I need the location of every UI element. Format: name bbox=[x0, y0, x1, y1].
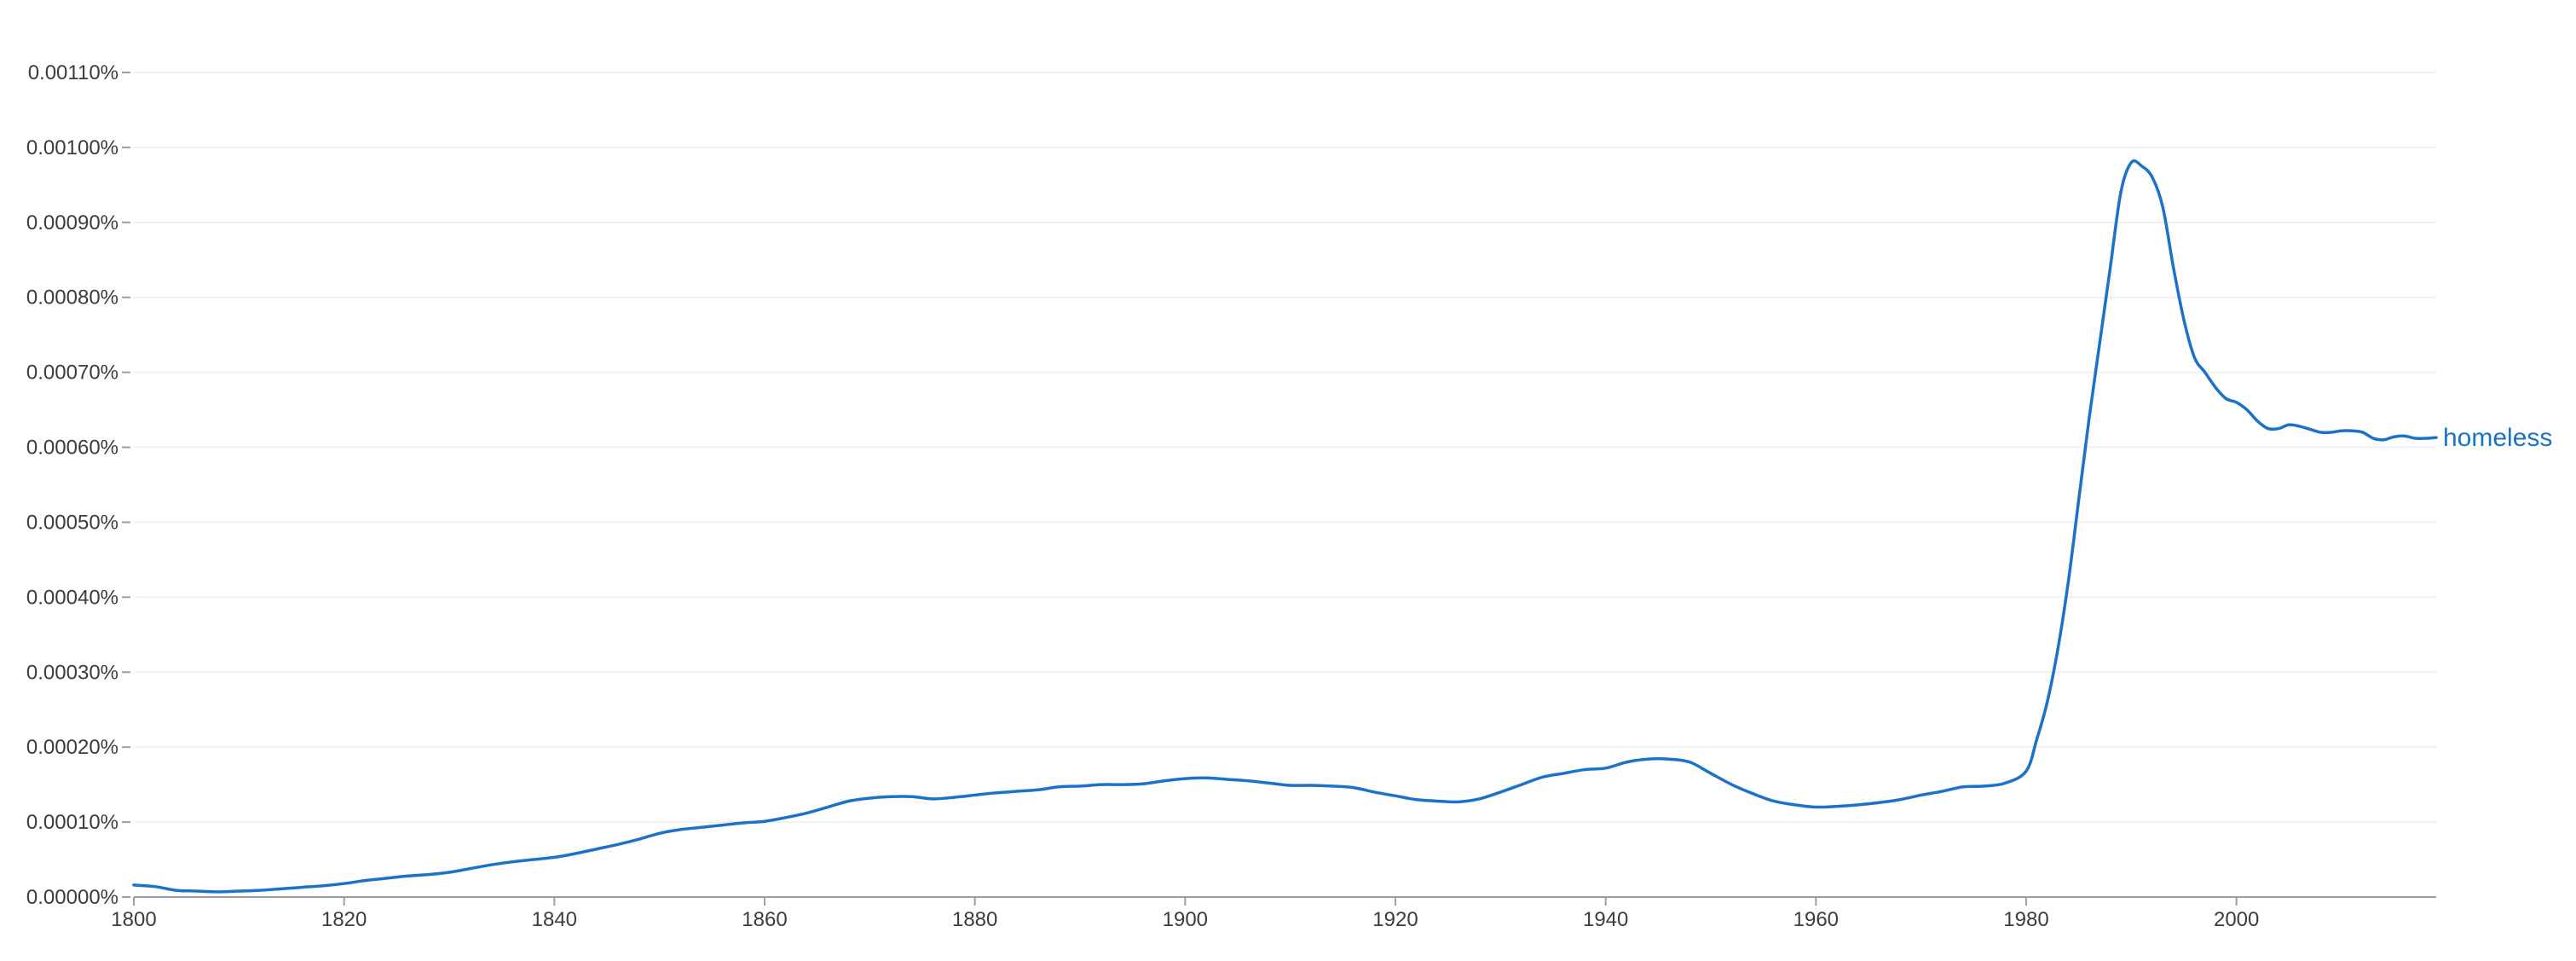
series-lines bbox=[132, 159, 2438, 894]
x-tick-label: 1880 bbox=[952, 908, 997, 931]
series-labels: homeless bbox=[2443, 424, 2552, 452]
y-tick-label: 0.00090% bbox=[26, 211, 118, 234]
y-tick-label: 0.00010% bbox=[26, 811, 118, 834]
x-tick-label: 1800 bbox=[111, 908, 156, 931]
y-tick-label: 0.00060% bbox=[26, 437, 118, 460]
series-line-homeless[interactable] bbox=[132, 159, 2438, 894]
y-tick-label: 0.00040% bbox=[26, 586, 118, 609]
axes: 0.00000% 0.00010% 0.00020% 0.00030% 0.00040%… bbox=[26, 61, 2436, 931]
y-tick-label: 0.00080% bbox=[26, 287, 118, 310]
x-tick-label: 1940 bbox=[1583, 908, 1628, 931]
y-tick-label: 0.00020% bbox=[26, 736, 118, 759]
gridlines bbox=[134, 72, 2436, 824]
x-tick-label: 1860 bbox=[742, 908, 787, 931]
x-tick-label: 1840 bbox=[532, 908, 577, 931]
y-tick-label: 0.00070% bbox=[26, 362, 118, 385]
y-tick-label: 0.00030% bbox=[26, 661, 118, 684]
x-tick-label: 2000 bbox=[2214, 908, 2259, 931]
x-tick-label: 1820 bbox=[321, 908, 367, 931]
x-tick-label: 1960 bbox=[1793, 908, 1839, 931]
y-tick-label: 0.00100% bbox=[26, 136, 118, 159]
x-tick-label: 1900 bbox=[1163, 908, 1208, 931]
series-label-homeless[interactable]: homeless bbox=[2443, 424, 2552, 452]
x-tick-label: 1980 bbox=[2003, 908, 2048, 931]
y-tick-label: 0.00000% bbox=[26, 886, 118, 909]
y-tick-label: 0.00050% bbox=[26, 511, 118, 534]
y-tick-label: 0.00110% bbox=[28, 61, 118, 84]
x-tick-label: 1920 bbox=[1372, 908, 1418, 931]
